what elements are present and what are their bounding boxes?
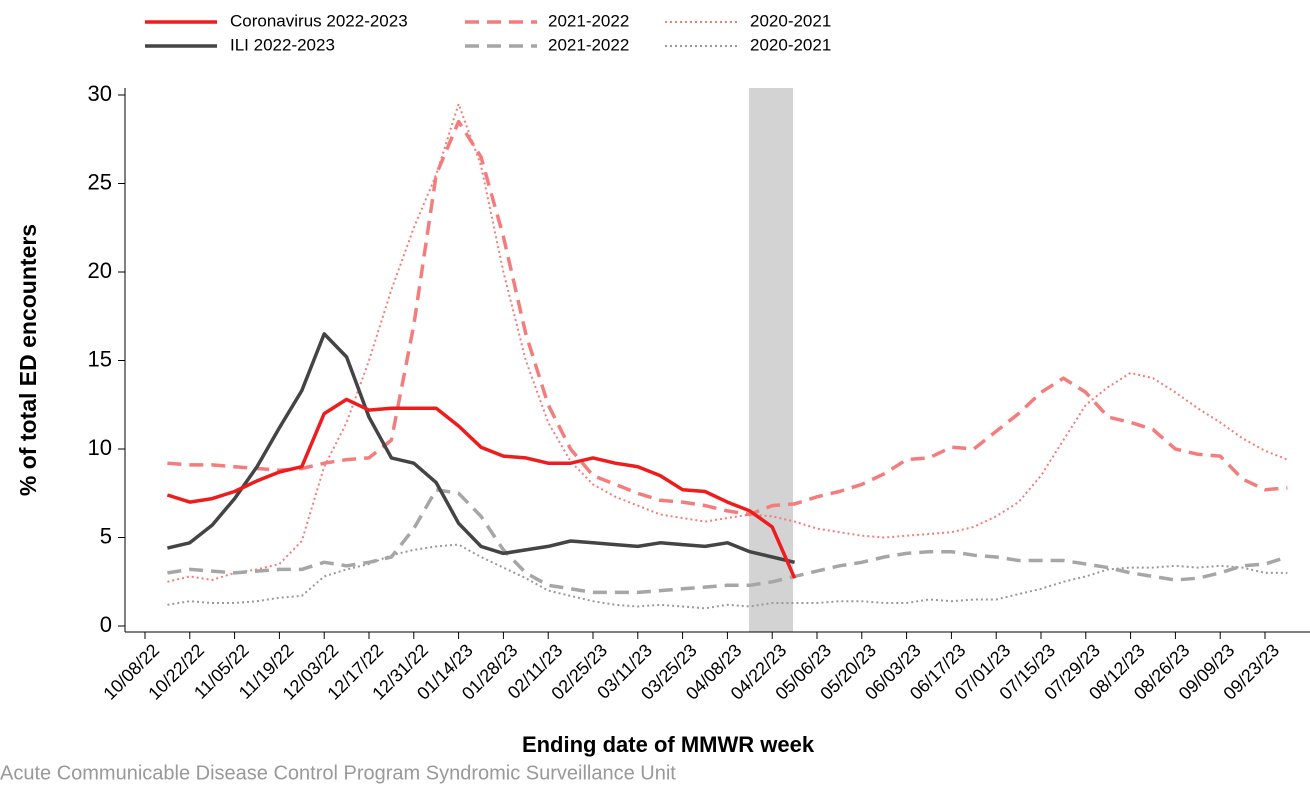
legend-label: 2021-2022 [548, 11, 629, 30]
legend-label: 2020-2021 [750, 35, 831, 54]
y-tick-label: 25 [88, 169, 112, 194]
y-tick-label: 30 [88, 81, 112, 106]
series-line [167, 119, 1288, 517]
series-line [166, 397, 797, 579]
incomplete-data-band [749, 88, 793, 632]
series-line [167, 543, 1288, 610]
series-line [166, 332, 796, 565]
legend-label: 2020-2021 [750, 11, 831, 30]
series-line [167, 487, 1288, 595]
y-tick-label: 5 [100, 523, 112, 548]
source-note: Acute Communicable Disease Control Progr… [0, 762, 676, 784]
y-tick-label: 0 [100, 612, 112, 637]
x-axis-title: Ending date of MMWR week [522, 732, 815, 757]
y-tick-label: 15 [88, 346, 112, 371]
legend-label: 2021-2022 [548, 35, 629, 54]
y-tick-label: 20 [88, 258, 112, 283]
legend-label: Coronavirus 2022-2023 [230, 11, 408, 30]
legend-label: ILI 2022-2023 [230, 35, 335, 54]
y-axis-title: % of total ED encounters [15, 224, 41, 496]
y-tick-label: 10 [88, 435, 112, 460]
